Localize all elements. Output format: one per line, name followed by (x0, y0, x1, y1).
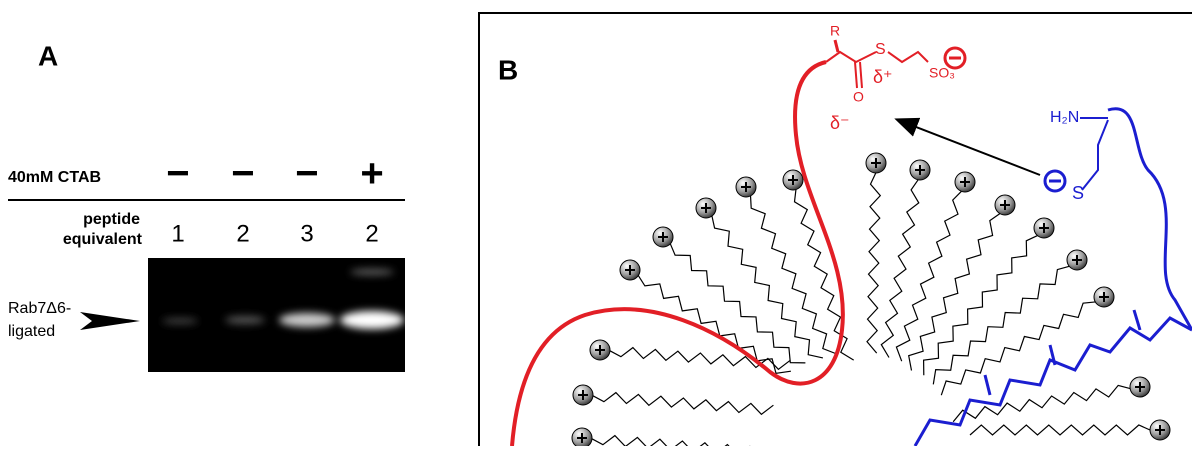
band-label: ligated (8, 323, 55, 340)
column-label: peptide (83, 211, 140, 228)
lipid-tail (970, 425, 1150, 435)
lipid-tail (593, 393, 773, 415)
lane-label: 2 (365, 220, 378, 247)
lipid-tail (712, 216, 823, 358)
cysteine-chain (915, 109, 1192, 446)
row-label: 40mM CTAB (8, 169, 101, 186)
sulfur: S (875, 41, 886, 58)
amine: H₂N (1050, 109, 1079, 126)
sign: + (360, 152, 383, 196)
sign: − (166, 152, 189, 196)
peptide-chain (512, 62, 843, 446)
lipid-tail (896, 191, 961, 361)
lipid-tail (881, 180, 919, 358)
r-group: R (830, 23, 840, 39)
lane-label: 2 (236, 220, 249, 247)
lipid-tail (592, 436, 772, 446)
figure: A 40mM CTAB − − − + peptide equivalent 1… (0, 0, 1192, 446)
lane-label: 3 (300, 220, 313, 247)
lipid-tail (751, 196, 837, 354)
band-label: Rab7Δ6- (8, 300, 71, 317)
thiolate: S (1072, 183, 1084, 203)
oxygen: O (853, 89, 864, 105)
page: {"panel_a": {"label": "A", "row_label": … (0, 0, 1192, 446)
panel-label: A (38, 40, 58, 71)
lipid-tail (953, 385, 1130, 421)
partial-charge: δ⁻ (830, 113, 850, 133)
band-arrow (80, 312, 140, 330)
sign: − (295, 152, 318, 196)
panel-label: B (498, 54, 518, 85)
column-label: equivalent (63, 231, 143, 248)
partial-charge: δ⁺ (873, 67, 893, 87)
panel-frame (479, 13, 1192, 446)
anion-icon (1045, 171, 1065, 191)
anion-icon (945, 48, 965, 68)
lane-label: 1 (171, 220, 184, 247)
body: A 40mM CTAB − − − + peptide equivalent 1… (0, 0, 1192, 446)
lipid-tail (867, 173, 880, 353)
sign: − (231, 152, 254, 196)
lipid-tail (795, 190, 854, 361)
